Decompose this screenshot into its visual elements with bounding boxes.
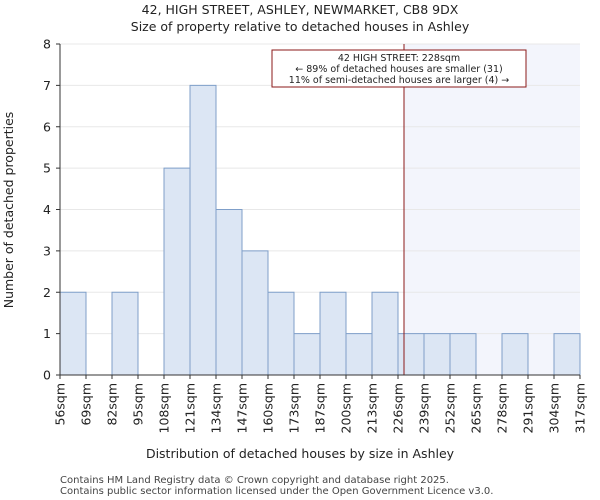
bar-239sqm — [423, 333, 451, 376]
bar-200sqm — [345, 333, 373, 376]
y-tick-label: 2 — [43, 285, 51, 300]
x-tick-label: 187sqm — [313, 383, 328, 433]
y-axis-label: Number of detached properties — [1, 112, 16, 309]
x-tick-label: 226sqm — [391, 383, 406, 433]
x-axis-label: Distribution of detached houses by size … — [146, 446, 455, 461]
y-tick-label: 6 — [43, 119, 51, 134]
bar-278sqm — [501, 333, 529, 376]
bars — [59, 84, 581, 376]
x-tick-label: 200sqm — [339, 383, 354, 433]
footer-line2: Contains public sector information licen… — [60, 486, 493, 497]
x-tick-label: 252sqm — [443, 383, 458, 433]
bar-173sqm — [293, 333, 321, 376]
y-tick-label: 5 — [43, 161, 51, 176]
bar-160sqm — [267, 291, 295, 376]
y-tick-label: 7 — [43, 78, 51, 93]
x-tick-label: 317sqm — [573, 383, 588, 433]
footer-line1: Contains HM Land Registry data © Crown c… — [60, 475, 449, 486]
x-tick-label: 265sqm — [469, 383, 484, 433]
x-tick-label: 108sqm — [157, 383, 172, 433]
x-tick-label: 82sqm — [105, 383, 120, 426]
chart-title: 42, HIGH STREET, ASHLEY, NEWMARKET, CB8 … — [142, 2, 459, 17]
bar-147sqm — [241, 250, 269, 376]
y-tick-label: 3 — [43, 243, 51, 258]
annotation-line2: ← 89% of detached houses are smaller (31… — [295, 64, 502, 75]
bar-82sqm — [111, 291, 139, 376]
x-tick-label: 69sqm — [79, 383, 94, 426]
x-tick-label: 160sqm — [261, 383, 276, 433]
x-tick-label: 278sqm — [495, 383, 510, 433]
bar-121sqm — [189, 84, 217, 376]
x-tick-label: 121sqm — [183, 383, 198, 433]
y-tick-label: 0 — [43, 368, 51, 383]
bar-56sqm — [59, 291, 87, 376]
x-ticks: 56sqm 69sqm 82sqm 95sqm 108sqm 121sqm 134sqm 14… — [53, 375, 588, 433]
bar-226sqm — [397, 333, 425, 376]
bar-252sqm — [449, 333, 477, 376]
x-tick-label: 56sqm — [53, 383, 68, 426]
x-tick-label: 213sqm — [365, 383, 380, 433]
y-tick-label: 8 — [43, 37, 51, 52]
x-tick-label: 134sqm — [209, 383, 224, 433]
annotation-frame — [271, 49, 527, 88]
x-tick-label: 95sqm — [131, 383, 146, 426]
bar-108sqm — [163, 167, 191, 376]
y-tick-label: 1 — [43, 326, 51, 341]
bar-134sqm — [215, 209, 243, 376]
x-tick-label: 173sqm — [287, 383, 302, 433]
x-tick-label: 147sqm — [235, 383, 250, 433]
y-ticks: 0 1 2 3 4 5 6 7 8 — [43, 37, 60, 383]
y-tick-label: 4 — [43, 202, 51, 217]
annotation-line1: 42 HIGH STREET: 228sqm — [338, 53, 460, 64]
annotation-box: 42 HIGH STREET: 228sqm ← 89% of detached… — [271, 49, 527, 88]
x-tick-label: 304sqm — [547, 383, 562, 433]
chart-subtitle: Size of property relative to detached ho… — [131, 19, 470, 34]
bar-187sqm — [319, 291, 347, 376]
annotation-line3: 11% of semi-detached houses are larger (… — [289, 75, 509, 86]
bar-213sqm — [371, 291, 399, 376]
x-tick-label: 239sqm — [417, 383, 432, 433]
x-tick-label: 291sqm — [521, 383, 536, 433]
bar-304sqm — [553, 333, 581, 376]
